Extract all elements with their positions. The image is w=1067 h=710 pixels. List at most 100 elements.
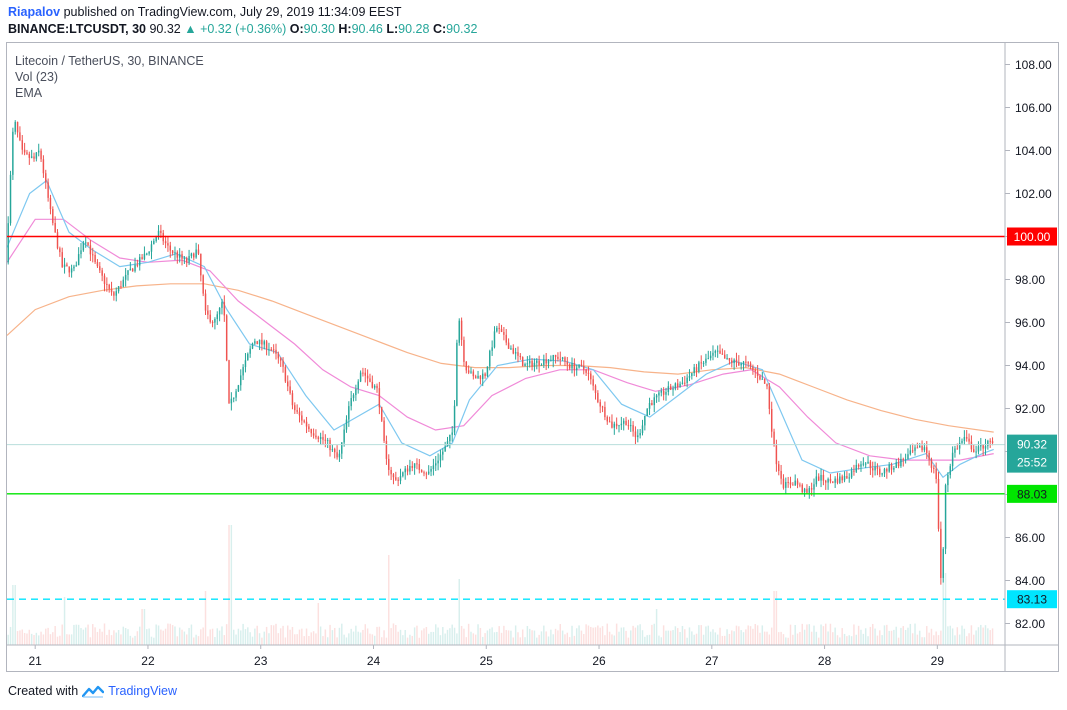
volume-bar <box>439 635 442 645</box>
candle-body <box>444 446 446 452</box>
candle-body <box>895 462 897 468</box>
legend-title[interactable]: Litecoin / TetherUS, 30, BINANCE <box>15 54 204 68</box>
volume-bar <box>756 625 759 645</box>
volume-bar <box>193 637 195 645</box>
price-tick-label: 94.00 <box>1015 359 1045 373</box>
volume-layer <box>7 525 994 645</box>
volume-bar <box>968 633 970 645</box>
candle-body <box>409 465 411 472</box>
volume-bar <box>888 630 890 645</box>
volume-bar <box>47 627 49 645</box>
author-name[interactable]: Riapalov <box>8 5 61 19</box>
candle-body <box>872 468 874 471</box>
volume-bar <box>451 624 453 645</box>
volume-bar <box>846 636 848 645</box>
volume-bar <box>625 630 627 645</box>
candle-body <box>688 376 691 378</box>
candle-body <box>150 244 153 252</box>
candle-body <box>935 468 937 479</box>
candle-body <box>376 385 378 389</box>
candle-body <box>202 275 204 294</box>
volume-bar <box>357 631 359 645</box>
volume-bar <box>904 629 907 645</box>
candle-body <box>519 355 522 358</box>
volume-bar <box>202 627 204 645</box>
volume-bar <box>961 625 963 645</box>
volume-bar <box>390 628 392 645</box>
volume-bar <box>136 631 139 645</box>
volume-bar <box>794 625 796 645</box>
volume-bar <box>474 634 477 645</box>
candle-body <box>33 156 35 159</box>
volume-bar <box>916 634 919 645</box>
candle-body <box>120 286 122 288</box>
time-tick-label: 21 <box>29 654 43 668</box>
candle-body <box>526 363 529 365</box>
volume-bar <box>684 629 686 645</box>
volume-bar <box>949 625 951 645</box>
volume-bar <box>698 625 700 645</box>
volume-bar <box>272 625 275 645</box>
candle-body <box>362 372 364 374</box>
volume-bar <box>810 631 813 645</box>
ohlc-high-label: H: <box>338 22 352 36</box>
candle-body <box>458 320 460 343</box>
candle-body <box>80 250 82 255</box>
volume-bar <box>96 631 99 645</box>
volume-bar <box>674 626 677 645</box>
candle-body <box>479 375 482 380</box>
candle-body <box>583 365 585 370</box>
candle-body <box>991 441 994 444</box>
volume-bar <box>458 579 460 645</box>
candle-body <box>799 484 801 486</box>
level-tag-label: 88.03 <box>1017 487 1047 501</box>
candle-body <box>841 476 843 481</box>
volume-bar <box>289 629 291 645</box>
volume-bar <box>477 624 479 645</box>
legend-volume[interactable]: Vol (23) <box>15 70 59 84</box>
volume-bar <box>911 633 914 645</box>
volume-bar <box>942 573 944 645</box>
candle-body <box>514 352 517 354</box>
candle-body <box>681 382 684 384</box>
volume-bar <box>395 624 397 645</box>
candle-body <box>99 266 101 271</box>
candle-body <box>435 463 437 466</box>
candle-body <box>700 362 702 364</box>
volume-bar <box>761 625 764 645</box>
tradingview-brand[interactable]: TradingView <box>108 684 177 698</box>
candle-body <box>275 349 277 354</box>
candle-body <box>146 253 148 255</box>
candle-body <box>305 421 308 427</box>
volume-bar <box>547 636 550 645</box>
candle-body <box>472 371 475 377</box>
candle-body <box>14 121 16 132</box>
volume-bar <box>63 597 66 645</box>
volume-bar <box>148 628 150 645</box>
candle-body <box>460 320 463 340</box>
candle-body <box>702 362 705 364</box>
candle-body <box>298 411 301 416</box>
candle-body <box>653 397 655 406</box>
candle-body <box>127 270 129 275</box>
volume-bar <box>785 637 787 645</box>
candle-body <box>940 528 942 578</box>
volume-bar <box>82 629 85 645</box>
volume-bar <box>660 637 663 645</box>
candle-body <box>221 302 223 308</box>
volume-bar <box>413 627 416 645</box>
ema-mid-line <box>6 218 994 461</box>
legend-ema[interactable]: EMA <box>15 86 43 100</box>
candle-body <box>817 476 820 481</box>
publish-line: Riapalov published on TradingView.com, J… <box>8 5 402 19</box>
ema-fast-line <box>6 179 994 479</box>
candle-body <box>796 480 799 485</box>
candle-body <box>395 477 397 480</box>
volume-bar <box>301 628 303 645</box>
volume-bar <box>216 628 218 645</box>
candle-body <box>775 445 778 465</box>
volume-bar <box>308 635 310 645</box>
volume-bar <box>580 630 583 645</box>
candle-body <box>141 257 143 260</box>
